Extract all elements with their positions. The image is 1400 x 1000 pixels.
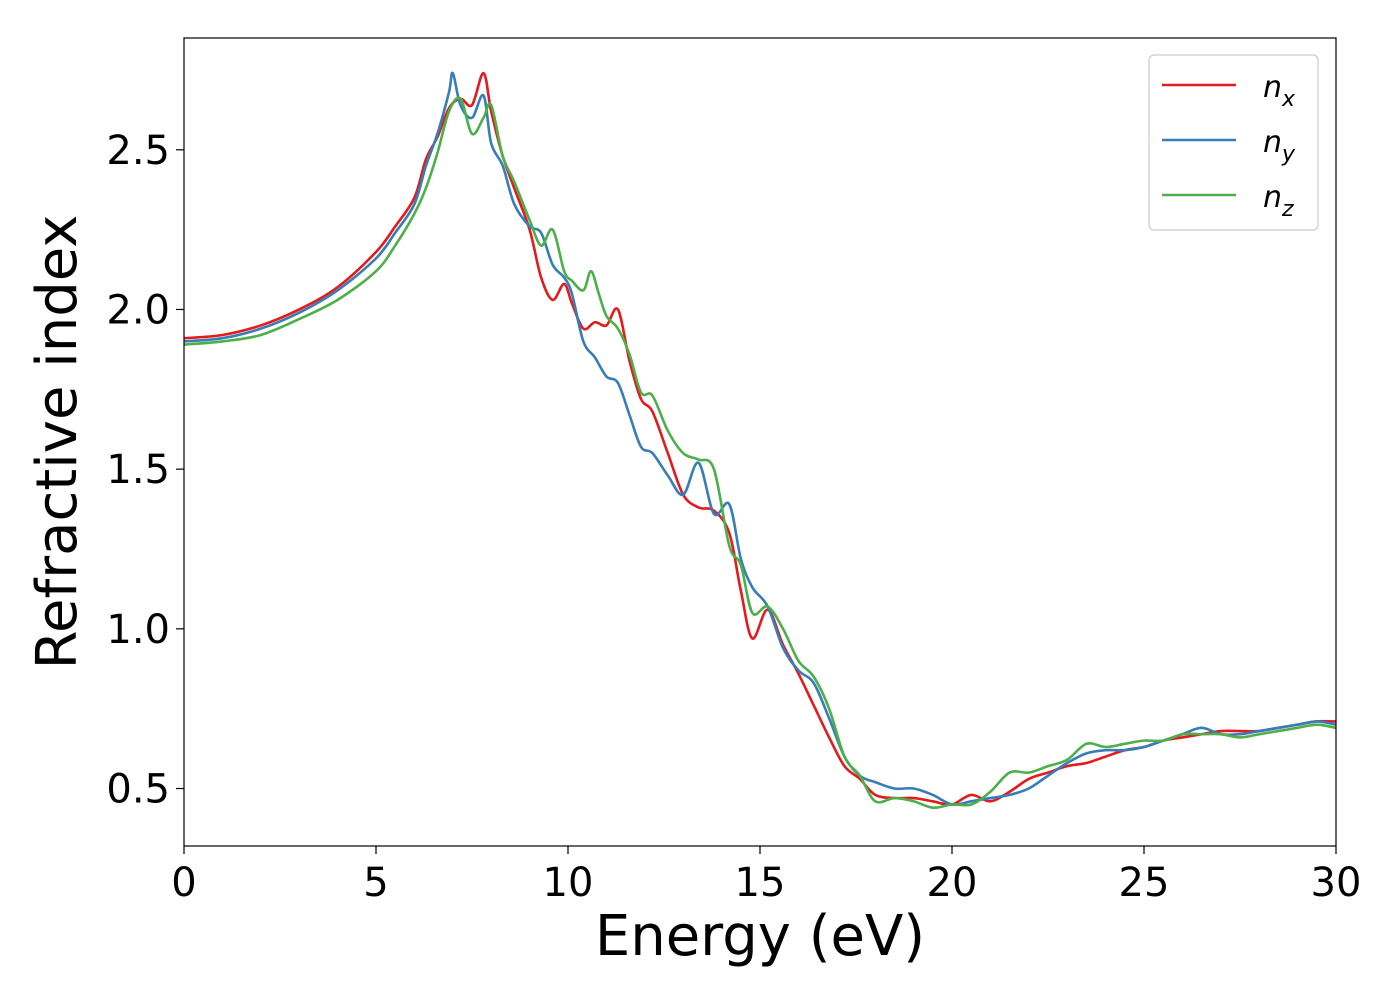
series-line-z (184, 96, 1336, 810)
legend-label-y: ny (1263, 125, 1296, 167)
x-tick-label: 5 (363, 860, 388, 906)
y-tick-label: 1.0 (106, 607, 170, 653)
x-tick-label: 20 (927, 860, 978, 906)
y-axis-title: Refractive index (25, 215, 90, 670)
y-tick-label: 1.5 (106, 447, 170, 493)
legend-label-x: nx (1263, 70, 1296, 112)
series-layer (184, 71, 1336, 810)
series-line-y (184, 71, 1336, 806)
x-axis-title: Energy (eV) (595, 904, 925, 969)
x-tick-label: 0 (171, 860, 196, 906)
legend: nx ny nz (1148, 54, 1319, 231)
y-tick-label: 2.0 (106, 287, 170, 333)
legend-box (1148, 54, 1319, 231)
y-tick-label: 2.5 (106, 128, 170, 174)
x-tick-label: 15 (735, 860, 786, 906)
x-tick-label: 30 (1311, 860, 1362, 906)
y-tick-label: 0.5 (106, 767, 170, 813)
legend-label-z: nz (1263, 180, 1294, 222)
x-tick-label: 25 (1119, 860, 1170, 906)
y-axis-ticks: 0.5 1.0 1.5 2.0 2.5 (106, 128, 184, 813)
x-tick-label: 10 (543, 860, 594, 906)
x-axis-ticks: 0 5 10 15 20 25 30 (171, 846, 1361, 906)
